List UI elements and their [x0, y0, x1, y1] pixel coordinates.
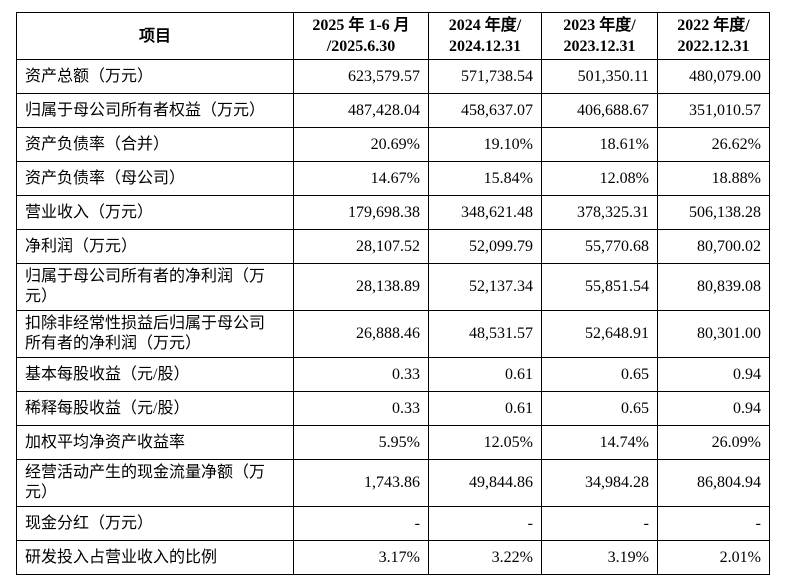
row-label: 资产负债率（合并）: [16, 127, 294, 162]
cell-value: 487,428.04: [293, 93, 429, 128]
row-label: 研发投入占营业收入的比例: [16, 540, 294, 575]
row-label: 稀释每股收益（元/股）: [16, 391, 294, 426]
column-header-item: 项目: [16, 12, 294, 60]
cell-value: 18.88%: [657, 161, 770, 196]
cell-value: 52,099.79: [428, 229, 542, 264]
cell-value: 623,579.57: [293, 59, 429, 94]
table-row: 基本每股收益（元/股） 0.33 0.61 0.65 0.94: [16, 357, 770, 392]
cell-value: -: [293, 506, 429, 541]
cell-value: 34,984.28: [541, 459, 658, 507]
row-label: 现金分红（万元）: [16, 506, 294, 541]
table-row: 资产总额（万元） 623,579.57 571,738.54 501,350.11 48…: [16, 59, 770, 94]
cell-value: 14.67%: [293, 161, 429, 196]
cell-value: 179,698.38: [293, 195, 429, 230]
cell-value: -: [541, 506, 658, 541]
row-label: 资产负债率（母公司）: [16, 161, 294, 196]
cell-value: 0.65: [541, 391, 658, 426]
cell-value: 348,621.48: [428, 195, 542, 230]
row-label: 加权平均净资产收益率: [16, 425, 294, 460]
cell-value: 3.22%: [428, 540, 542, 575]
cell-value: 0.33: [293, 357, 429, 392]
cell-value: 80,839.08: [657, 263, 770, 311]
cell-value: 86,804.94: [657, 459, 770, 507]
table-header-row: 项目 2025 年 1-6 月 /2025.6.30 2024 年度/ 2024…: [16, 12, 770, 60]
cell-value: 52,137.34: [428, 263, 542, 311]
cell-value: 571,738.54: [428, 59, 542, 94]
cell-value: 49,844.86: [428, 459, 542, 507]
table-row: 经营活动产生的现金流量净额（万元） 1,743.86 49,844.86 34,984…: [16, 459, 770, 507]
cell-value: 80,700.02: [657, 229, 770, 264]
row-label: 基本每股收益（元/股）: [16, 357, 294, 392]
cell-value: 15.84%: [428, 161, 542, 196]
row-label: 净利润（万元）: [16, 229, 294, 264]
table-row: 稀释每股收益（元/股） 0.33 0.61 0.65 0.94: [16, 391, 770, 426]
table-row: 营业收入（万元） 179,698.38 348,621.48 378,325.31 50…: [16, 195, 770, 230]
table-row: 扣除非经常性损益后归属于母公司所有者的净利润（万元） 26,888.46 48,53…: [16, 310, 770, 358]
cell-value: 3.17%: [293, 540, 429, 575]
cell-value: 20.69%: [293, 127, 429, 162]
column-header-2022: 2022 年度/ 2022.12.31: [657, 12, 770, 60]
table-row: 研发投入占营业收入的比例 3.17% 3.22% 3.19% 2.01%: [16, 540, 770, 575]
table-row: 现金分红（万元） - - - -: [16, 506, 770, 541]
row-label: 归属于母公司所有者权益（万元）: [16, 93, 294, 128]
cell-value: 1,743.86: [293, 459, 429, 507]
cell-value: 351,010.57: [657, 93, 770, 128]
cell-value: 0.94: [657, 357, 770, 392]
cell-value: 80,301.00: [657, 310, 770, 358]
cell-value: 5.95%: [293, 425, 429, 460]
cell-value: 28,138.89: [293, 263, 429, 311]
column-header-2024: 2024 年度/ 2024.12.31: [428, 12, 542, 60]
cell-value: -: [657, 506, 770, 541]
cell-value: 0.61: [428, 357, 542, 392]
cell-value: 0.94: [657, 391, 770, 426]
cell-value: 0.61: [428, 391, 542, 426]
row-label: 经营活动产生的现金流量净额（万元）: [16, 459, 294, 507]
table-row: 资产负债率（合并） 20.69% 19.10% 18.61% 26.62%: [16, 127, 770, 162]
table-row: 加权平均净资产收益率 5.95% 12.05% 14.74% 26.09%: [16, 425, 770, 460]
row-label: 归属于母公司所有者的净利润（万元）: [16, 263, 294, 311]
cell-value: 52,648.91: [541, 310, 658, 358]
cell-value: 26.09%: [657, 425, 770, 460]
cell-value: 28,107.52: [293, 229, 429, 264]
cell-value: 3.19%: [541, 540, 658, 575]
cell-value: 506,138.28: [657, 195, 770, 230]
table-row: 归属于母公司所有者权益（万元） 487,428.04 458,637.07 406,6…: [16, 93, 770, 128]
cell-value: 55,770.68: [541, 229, 658, 264]
table-row: 归属于母公司所有者的净利润（万元） 28,138.89 52,137.34 55,85…: [16, 263, 770, 311]
cell-value: 26.62%: [657, 127, 770, 162]
cell-value: 12.05%: [428, 425, 542, 460]
cell-value: 458,637.07: [428, 93, 542, 128]
row-label: 资产总额（万元）: [16, 59, 294, 94]
column-header-2025: 2025 年 1-6 月 /2025.6.30: [293, 12, 429, 60]
cell-value: 12.08%: [541, 161, 658, 196]
cell-value: 0.33: [293, 391, 429, 426]
row-label: 扣除非经常性损益后归属于母公司所有者的净利润（万元）: [16, 310, 294, 358]
cell-value: 18.61%: [541, 127, 658, 162]
cell-value: 0.65: [541, 357, 658, 392]
cell-value: 480,079.00: [657, 59, 770, 94]
table-body: 资产总额（万元） 623,579.57 571,738.54 501,350.11 48…: [16, 59, 770, 575]
table-row: 资产负债率（母公司） 14.67% 15.84% 12.08% 18.88%: [16, 161, 770, 196]
cell-value: 48,531.57: [428, 310, 542, 358]
cell-value: 26,888.46: [293, 310, 429, 358]
cell-value: 55,851.54: [541, 263, 658, 311]
column-header-2023: 2023 年度/ 2023.12.31: [541, 12, 658, 60]
financial-summary-table: 项目 2025 年 1-6 月 /2025.6.30 2024 年度/ 2024…: [16, 12, 770, 575]
table-row: 净利润（万元） 28,107.52 52,099.79 55,770.68 80,700…: [16, 229, 770, 264]
cell-value: 378,325.31: [541, 195, 658, 230]
cell-value: 19.10%: [428, 127, 542, 162]
cell-value: 14.74%: [541, 425, 658, 460]
cell-value: 406,688.67: [541, 93, 658, 128]
cell-value: 2.01%: [657, 540, 770, 575]
cell-value: -: [428, 506, 542, 541]
cell-value: 501,350.11: [541, 59, 658, 94]
row-label: 营业收入（万元）: [16, 195, 294, 230]
